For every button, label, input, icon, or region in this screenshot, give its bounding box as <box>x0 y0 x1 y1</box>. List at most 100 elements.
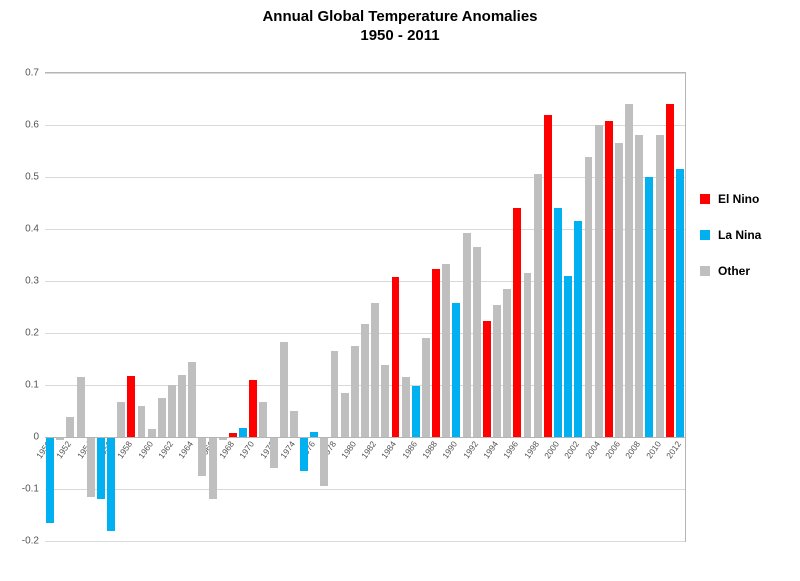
bar <box>148 429 156 437</box>
chart-plot-area: -0.2-0.100.10.20.30.40.50.60.71950195219… <box>45 72 686 542</box>
y-tick-label: -0.2 <box>22 536 39 547</box>
x-tick-label: 2000 <box>542 439 561 460</box>
x-tick-label: 1980 <box>339 439 358 460</box>
bar <box>503 289 511 437</box>
bar <box>320 437 328 486</box>
bar <box>645 177 653 437</box>
bar <box>107 437 115 531</box>
bar <box>544 115 552 437</box>
bar <box>158 398 166 437</box>
x-tick-label: 1968 <box>217 439 236 460</box>
bar <box>351 346 359 437</box>
legend-label: El Nino <box>718 192 759 206</box>
y-tick-label: 0 <box>33 432 39 443</box>
bar <box>493 305 501 437</box>
legend-swatch <box>700 230 710 240</box>
bar <box>117 402 125 437</box>
bar <box>625 104 633 437</box>
y-tick-label: 0.3 <box>25 276 39 287</box>
x-tick-label: 1970 <box>237 439 256 460</box>
x-tick-label: 2010 <box>644 439 663 460</box>
bar <box>239 428 247 437</box>
bar <box>483 321 491 437</box>
bar <box>127 376 135 437</box>
x-tick-label: 2004 <box>583 439 602 460</box>
bar <box>564 276 572 437</box>
bar <box>270 437 278 468</box>
x-tick-label: 2002 <box>562 439 581 460</box>
y-tick-label: 0.1 <box>25 380 39 391</box>
x-tick-label: 1974 <box>278 439 297 460</box>
x-tick-label: 2008 <box>623 439 642 460</box>
gridline <box>45 541 685 542</box>
bar <box>188 362 196 437</box>
x-tick-label: 1990 <box>440 439 459 460</box>
bar <box>635 135 643 437</box>
bar <box>46 437 54 523</box>
bar <box>381 365 389 437</box>
bar <box>361 324 369 437</box>
y-tick-label: 0.2 <box>25 328 39 339</box>
x-tick-label: 1988 <box>420 439 439 460</box>
gridline <box>45 73 685 74</box>
bar <box>463 233 471 437</box>
legend-item: La Nina <box>700 228 761 242</box>
bar <box>87 437 95 497</box>
bar <box>168 385 176 437</box>
title-line2: 1950 - 2011 <box>360 27 439 44</box>
bar <box>249 380 257 437</box>
bar <box>259 402 267 437</box>
bar <box>280 342 288 437</box>
bar <box>331 351 339 437</box>
bar <box>97 437 105 499</box>
x-tick-label: 1992 <box>461 439 480 460</box>
bar <box>392 277 400 437</box>
bar <box>290 411 298 437</box>
bar <box>534 174 542 437</box>
title-line1: Annual Global Temperature Anomalies <box>262 8 537 25</box>
bar <box>605 121 613 437</box>
legend-item: Other <box>700 264 761 278</box>
bar <box>66 417 74 437</box>
legend-label: La Nina <box>718 228 761 242</box>
bar <box>615 143 623 437</box>
gridline <box>45 437 685 438</box>
y-tick-label: 0.5 <box>25 172 39 183</box>
gridline <box>45 125 685 126</box>
legend-swatch <box>700 266 710 276</box>
x-tick-label: 2006 <box>603 439 622 460</box>
bar <box>666 104 674 437</box>
x-tick-label: 1952 <box>54 439 73 460</box>
y-tick-label: -0.1 <box>22 484 39 495</box>
x-tick-label: 1998 <box>522 439 541 460</box>
x-tick-label: 1964 <box>176 439 195 460</box>
y-tick-label: 0.4 <box>25 224 39 235</box>
x-tick-label: 2012 <box>664 439 683 460</box>
bar <box>209 437 217 499</box>
bar <box>554 208 562 437</box>
chart-title: Annual Global Temperature Anomalies 1950… <box>0 8 800 46</box>
bar <box>178 375 186 437</box>
gridline <box>45 489 685 490</box>
bar <box>524 273 532 437</box>
bar <box>473 247 481 437</box>
bar <box>656 135 664 437</box>
bar <box>412 386 420 437</box>
legend-swatch <box>700 194 710 204</box>
bar <box>595 125 603 437</box>
bar <box>432 269 440 437</box>
bar <box>138 406 146 437</box>
bar <box>442 264 450 437</box>
x-tick-label: 1982 <box>359 439 378 460</box>
x-tick-label: 1986 <box>400 439 419 460</box>
bar <box>198 437 206 476</box>
legend-item: El Nino <box>700 192 761 206</box>
legend: El Nino La Nina Other <box>700 192 761 300</box>
bar <box>585 157 593 437</box>
bar <box>300 437 308 471</box>
x-tick-label: 1962 <box>156 439 175 460</box>
bar <box>341 393 349 437</box>
bar <box>77 377 85 437</box>
bar <box>371 303 379 437</box>
bar <box>422 338 430 437</box>
